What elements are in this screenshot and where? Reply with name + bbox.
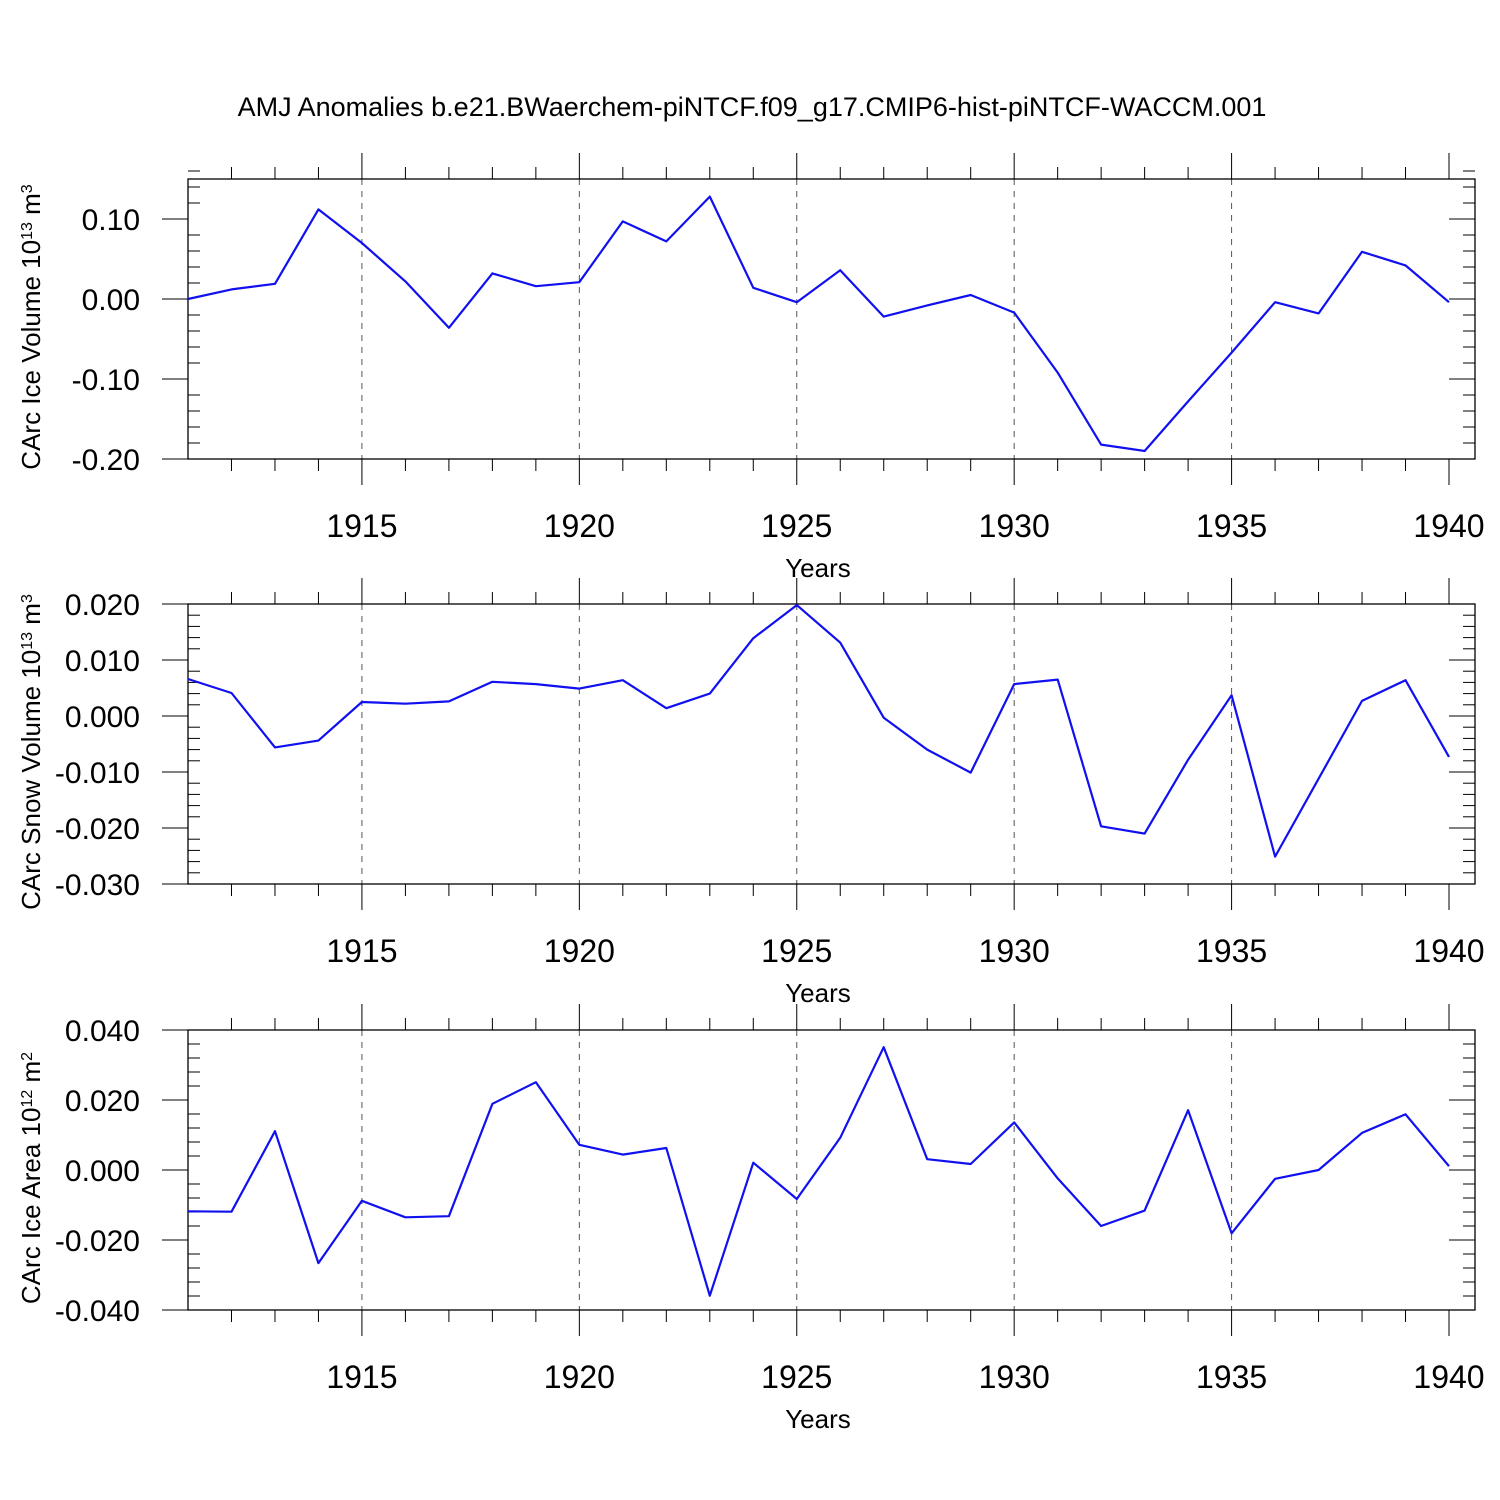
- y-tick-label: 0.010: [65, 645, 140, 678]
- y-tick-label: -0.030: [55, 869, 140, 902]
- panels-group: 0.10 0.00 -0.10 -0.20 1915 1920 1925 1930 1935 19…: [16, 153, 1485, 1434]
- y-tick-label: 0.020: [65, 589, 140, 622]
- x-tick-label: 1925: [761, 1359, 832, 1395]
- figure-title: AMJ Anomalies b.e21.BWaerchem-piNTCF.f09…: [238, 92, 1267, 122]
- series-line-1: [187, 195, 1450, 453]
- x-tick-label: 1940: [1413, 1359, 1484, 1395]
- x-tick-label: 1930: [979, 933, 1050, 969]
- y-tick-label: 0.020: [65, 1085, 140, 1118]
- y-axis-label: CArc Snow Volume 1013 m3: [16, 594, 46, 910]
- plot-frame: [187, 603, 1476, 885]
- x-tick-label: 1940: [1413, 508, 1484, 544]
- y-axis-label: CArc Ice Volume 1013 m3: [16, 184, 46, 469]
- chart-panel-3: 0.040 0.020 0.000 -0.020 -0.040 1915 1920 1925 1…: [16, 1004, 1485, 1434]
- x-tick-label: 1940: [1413, 933, 1484, 969]
- x-tick-label: 1935: [1196, 933, 1267, 969]
- series-line-1: [187, 603, 1450, 858]
- x-tick-label: 1915: [326, 508, 397, 544]
- x-tick-label: 1935: [1196, 1359, 1267, 1395]
- x-tick-label: 1930: [979, 508, 1050, 544]
- x-tick-label: 1920: [544, 1359, 615, 1395]
- y-tick-label: 0.00: [82, 284, 140, 317]
- chart-panel-1: 0.10 0.00 -0.10 -0.20 1915 1920 1925 1930 1935 19…: [16, 153, 1485, 583]
- x-tick-label: 1935: [1196, 508, 1267, 544]
- y-tick-label: -0.040: [55, 1295, 140, 1328]
- x-tick-label: 1915: [326, 1359, 397, 1395]
- plot-frame: [187, 178, 1476, 460]
- x-axis-label: Years: [785, 978, 851, 1008]
- y-tick-label: 0.10: [82, 204, 140, 237]
- y-tick-label: -0.10: [72, 364, 140, 397]
- y-axis-label: CArc Ice Area 1012 m2: [16, 1052, 46, 1304]
- plot-frame: [187, 1029, 1476, 1311]
- x-tick-label: 1925: [761, 508, 832, 544]
- y-tick-label: 0.040: [65, 1015, 140, 1048]
- x-axis-label: Years: [785, 553, 851, 583]
- y-tick-label: -0.020: [55, 813, 140, 846]
- y-tick-label: 0.000: [65, 1155, 140, 1188]
- y-tick-label: -0.20: [72, 444, 140, 477]
- y-tick-label: -0.020: [55, 1225, 140, 1258]
- x-axis-label: Years: [785, 1404, 851, 1434]
- x-tick-label: 1930: [979, 1359, 1050, 1395]
- x-tick-label: 1915: [326, 933, 397, 969]
- y-tick-label: -0.010: [55, 757, 140, 790]
- chart-panel-2: 0.020 0.010 0.000 -0.010 -0.020 -0.030 1915 192…: [16, 578, 1485, 1008]
- y-tick-label: 0.000: [65, 701, 140, 734]
- x-tick-label: 1925: [761, 933, 832, 969]
- x-tick-label: 1920: [544, 508, 615, 544]
- series-line-1: [187, 1046, 1450, 1297]
- x-tick-label: 1920: [544, 933, 615, 969]
